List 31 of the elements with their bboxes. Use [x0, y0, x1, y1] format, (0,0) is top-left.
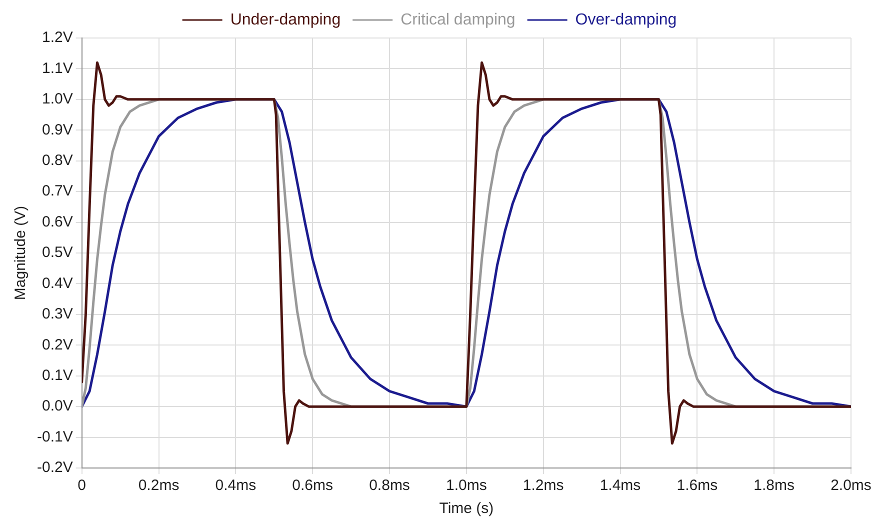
x-tick-label: 1.8ms: [754, 477, 795, 494]
y-tick-label: 0.7V: [42, 182, 73, 200]
y-tick-label: -0.2V: [36, 459, 73, 476]
legend-label: Critical damping: [400, 11, 516, 28]
x-tick-label: 1.4ms: [600, 477, 641, 494]
x-tick-label: 0.4ms: [215, 477, 256, 494]
x-tick-label: 0.6ms: [292, 477, 334, 494]
x-tick-label: 1.2ms: [522, 477, 564, 494]
y-tick-label: 0.9V: [42, 121, 73, 138]
y-tick-label: 1.2V: [42, 29, 73, 46]
y-tick-label: 0.5V: [42, 244, 73, 262]
y-tick-label: 0.8V: [42, 152, 73, 169]
y-tick-label: 0.0V: [42, 398, 73, 415]
x-tick-label: 0: [78, 477, 86, 494]
y-tick-label: -0.1V: [36, 428, 73, 446]
y-tick-label: 0.4V: [42, 274, 73, 292]
y-tick-label: 0.1V: [42, 367, 73, 384]
y-axis-title: Magnitude (V): [12, 206, 30, 300]
y-tick-label: 0.2V: [42, 336, 73, 354]
legend-label: Over-damping: [575, 11, 677, 28]
x-tick-label: 0.8ms: [369, 477, 410, 494]
x-tick-label: 0.2ms: [138, 477, 180, 494]
legend-label: Under-damping: [230, 11, 341, 28]
y-tick-label: 1.0V: [42, 90, 73, 108]
y-tick-label: 1.1V: [42, 60, 73, 77]
x-tick-label: 1.0ms: [446, 477, 487, 494]
x-tick-label: 2.0ms: [830, 477, 872, 494]
y-tick-label: 0.6V: [42, 213, 73, 230]
x-tick-label: 1.6ms: [676, 477, 718, 494]
x-axis-title: Time (s): [439, 500, 494, 518]
y-tick-label: 0.3V: [42, 306, 73, 323]
